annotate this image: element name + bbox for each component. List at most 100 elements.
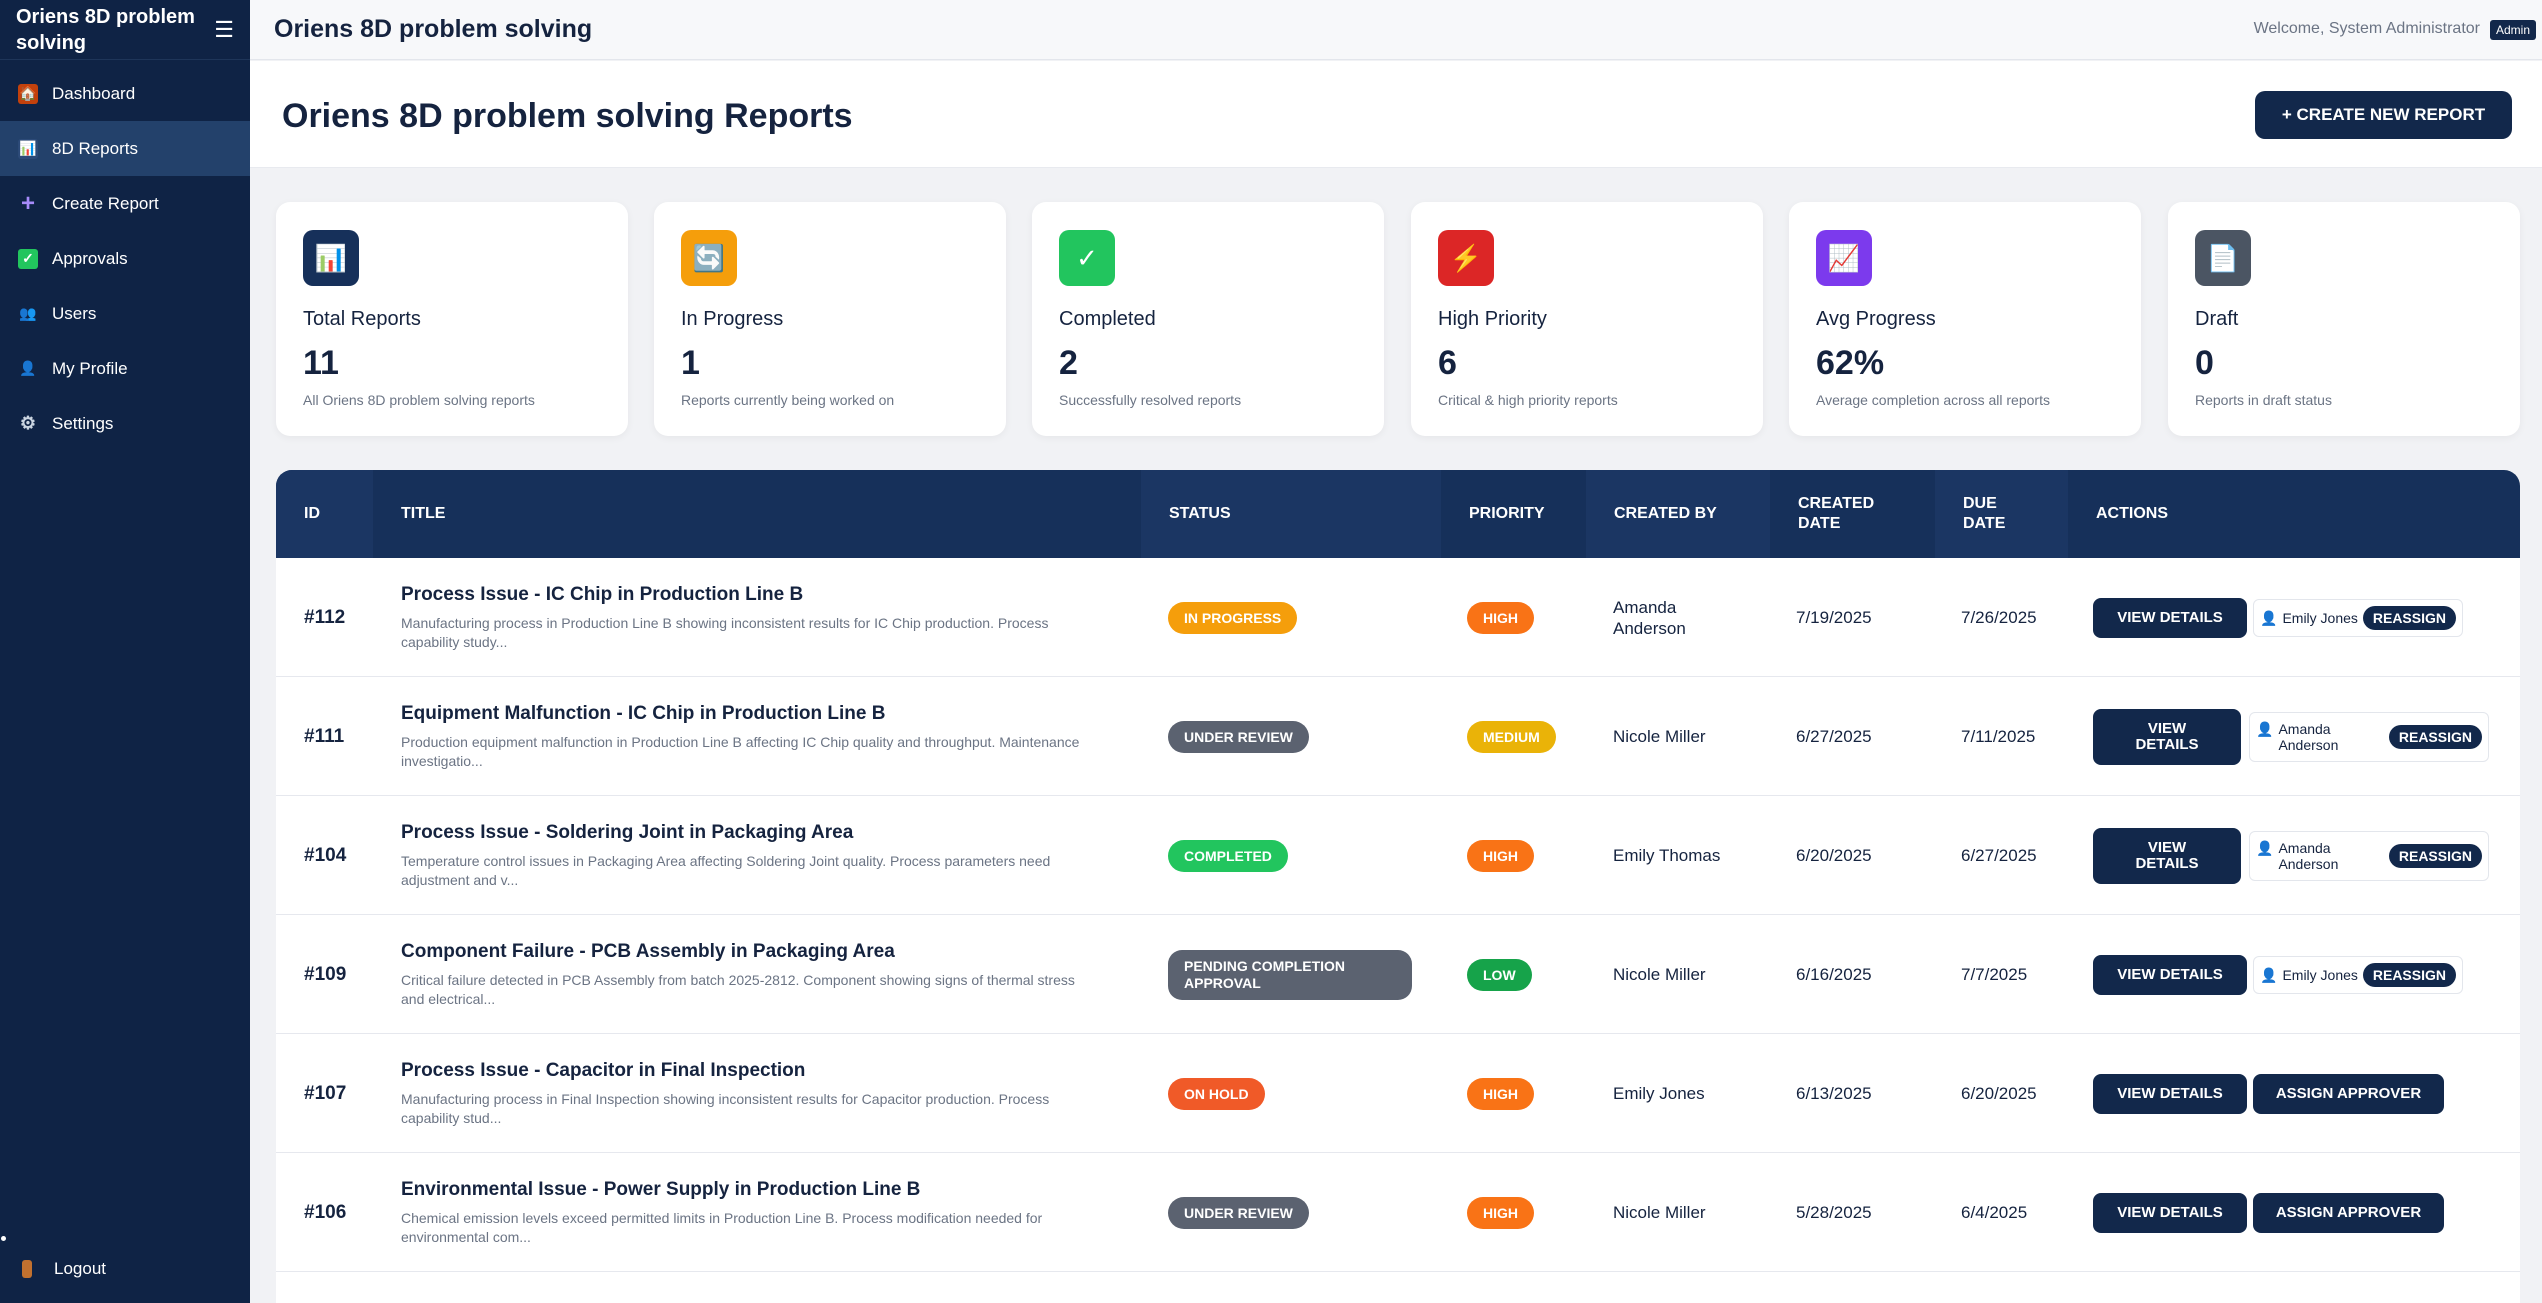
assign-approver-button[interactable]: ASSIGN APPROVER <box>2253 1074 2444 1114</box>
report-title[interactable]: Process Issue - Capacitor in Final Inspe… <box>401 1059 806 1081</box>
report-title[interactable]: Process Issue - IC Chip in Production Li… <box>401 583 804 605</box>
report-title[interactable]: Environmental Issue - Power Supply in Pr… <box>401 1178 921 1200</box>
button-line: VIEW <box>2147 720 2187 737</box>
sidebar-item-settings[interactable]: ⚙ Settings <box>0 396 250 451</box>
table-row[interactable]: #112 Process Issue - IC Chip in Producti… <box>276 558 2520 677</box>
hamburger-menu-icon[interactable]: ☰ <box>214 16 234 42</box>
priority-badge: HIGH <box>1467 1077 1534 1110</box>
sidebar-item-create-report[interactable]: + Create Report <box>0 176 250 231</box>
created-by-cell: Amanda Anderson <box>1613 558 1686 677</box>
page-title: Oriens 8D problem solving Reports <box>282 97 853 135</box>
priority-cell: MEDIUM <box>1467 677 1556 796</box>
create-new-report-button[interactable]: + CREATE NEW REPORT <box>2255 91 2512 139</box>
role-badge: Admin <box>2489 20 2536 40</box>
stat-card-high-priority: ⚡ High Priority 6 Critical & high priori… <box>1411 202 1763 436</box>
reassign-button[interactable]: REASSIGN <box>2362 606 2456 630</box>
brand: Oriens 8D problem solving ☰ <box>0 0 250 60</box>
column-header-id[interactable]: ID <box>276 470 373 558</box>
column-header-created-date[interactable]: CREATED DATE <box>1770 470 1874 558</box>
status-cell: IN PROGRESS <box>1168 558 1298 677</box>
stat-value: 11 <box>303 344 339 382</box>
house-icon: 🏠 <box>18 83 38 104</box>
sidebar-item-label: My Profile <box>52 358 128 378</box>
priority-badge: HIGH <box>1467 601 1534 634</box>
reassign-button[interactable]: REASSIGN <box>2388 844 2482 868</box>
status-badge: IN PROGRESS <box>1168 601 1298 634</box>
view-details-button[interactable]: VIEW DETAILS <box>2093 955 2247 995</box>
stat-description: Reports in draft status <box>2195 392 2332 408</box>
assignee: 👤 Emily Jones <box>2260 610 2358 626</box>
view-details-button[interactable]: VIEW DETAILS <box>2093 1074 2247 1114</box>
report-description: capability stud... <box>401 1109 502 1126</box>
status-line: PENDING COMPLETION <box>1184 957 1346 974</box>
sidebar-item-label: Approvals <box>52 248 128 268</box>
reassign-button[interactable]: REASSIGN <box>2362 963 2456 987</box>
sidebar-item-label: Users <box>52 303 97 323</box>
status-badge: UNDER REVIEW <box>1168 720 1309 753</box>
stat-label: High Priority <box>1438 308 1547 330</box>
report-title-cell: Component Failure - PCB Assembly in Pack… <box>401 915 1121 1034</box>
created-by: Nicole Miller <box>1613 1203 1706 1222</box>
assignee-box: 👤 Amanda Anderson REASSIGN <box>2249 831 2489 881</box>
priority-badge: HIGH <box>1467 839 1534 872</box>
report-id: #104 <box>304 844 347 866</box>
column-header-title[interactable]: TITLE <box>401 505 446 522</box>
report-title-cell: Process Issue - Soldering Joint in Packa… <box>401 796 1121 915</box>
assignee-name-line: Anderson <box>2278 737 2339 753</box>
table-row[interactable]: #107 Process Issue - Capacitor in Final … <box>276 1034 2520 1153</box>
page-header: Oriens 8D problem solving Reports + CREA… <box>250 61 2542 168</box>
report-title[interactable]: Equipment Malfunction - IC Chip in Produ… <box>401 702 886 724</box>
report-title-cell: Process Issue - Capacitor in Final Inspe… <box>401 1034 1121 1153</box>
assignee-box: 👤 Emily Jones REASSIGN <box>2253 956 2463 994</box>
stat-label: Avg Progress <box>1816 308 1936 330</box>
view-details-button[interactable]: VIEW DETAILS <box>2093 598 2247 638</box>
sidebar-item-dashboard[interactable]: 🏠 Dashboard <box>0 66 250 121</box>
view-details-button[interactable]: VIEW DETAILS <box>2093 709 2241 765</box>
due-date: 7/26/2025 <box>1961 608 2037 627</box>
indicator-dot <box>1 1236 6 1241</box>
report-description: Temperature control issues in Packaging … <box>401 852 1051 869</box>
person-icon: 👤 <box>19 360 37 376</box>
table-row[interactable]: #109 Component Failure - PCB Assembly in… <box>276 915 2520 1034</box>
report-description: Production equipment malfunction in Prod… <box>401 733 1080 750</box>
sidebar-item-8d-reports[interactable]: 📊 8D Reports <box>0 121 250 176</box>
sidebar-item-label: Dashboard <box>52 83 136 103</box>
gear-icon: ⚙ <box>19 413 37 433</box>
person-icon: 👤 <box>2256 840 2274 856</box>
assignee-name: Amanda Anderson <box>2278 840 2338 872</box>
status-cell: COMPLETED <box>1168 796 1288 915</box>
column-header-due-date[interactable]: DUE DATE <box>1935 470 2068 558</box>
stat-value: 0 <box>2195 344 2214 382</box>
stat-cards: 📊 Total Reports 11 All Oriens 8D problem… <box>276 202 2522 436</box>
column-header-status[interactable]: STATUS <box>1141 470 1441 558</box>
report-title-cell: Environmental Issue - Power Supply in Pr… <box>401 1153 1121 1272</box>
report-title[interactable]: Process Issue - Soldering Joint in Packa… <box>401 821 854 843</box>
door-icon <box>22 1260 32 1278</box>
sidebar-item-users[interactable]: 👥 Users <box>0 286 250 341</box>
column-header-created-by[interactable]: CREATED BY <box>1586 470 1770 558</box>
sidebar-nav: 🏠 Dashboard 📊 8D Reports + Create Report… <box>0 66 250 451</box>
view-details-button[interactable]: VIEW DETAILS <box>2093 828 2241 884</box>
table-row[interactable]: #104 Process Issue - Soldering Joint in … <box>276 796 2520 915</box>
table-row[interactable]: #106 Environmental Issue - Power Supply … <box>276 1153 2520 1272</box>
report-description: investigatio... <box>401 752 483 769</box>
reassign-button[interactable]: REASSIGN <box>2388 725 2482 749</box>
header-line: CREATED <box>1798 495 1875 512</box>
status-badge: ON HOLD <box>1168 1077 1265 1110</box>
table-row[interactable]: #111 Equipment Malfunction - IC Chip in … <box>276 677 2520 796</box>
report-description: and electrical... <box>401 990 496 1007</box>
refresh-icon: 🔄 <box>681 230 737 286</box>
plus-icon: + <box>20 189 35 217</box>
column-header-actions: ACTIONS <box>2096 505 2168 522</box>
column-header-priority[interactable]: PRIORITY <box>1469 505 1545 522</box>
report-id: #111 <box>304 725 345 747</box>
sidebar-item-approvals[interactable]: ✓ Approvals <box>0 231 250 286</box>
view-details-button[interactable]: VIEW DETAILS <box>2093 1193 2247 1233</box>
assign-approver-button[interactable]: ASSIGN APPROVER <box>2253 1193 2444 1233</box>
report-title[interactable]: Component Failure - PCB Assembly in Pack… <box>401 940 895 962</box>
logout-button[interactable]: Logout <box>0 1249 250 1289</box>
sidebar-item-my-profile[interactable]: 👤 My Profile <box>0 341 250 396</box>
status-badge: PENDING COMPLETION APPROVAL <box>1168 949 1412 1000</box>
created-by: Anderson <box>1613 618 1686 638</box>
stat-card-completed: ✓ Completed 2 Successfully resolved repo… <box>1032 202 1384 436</box>
